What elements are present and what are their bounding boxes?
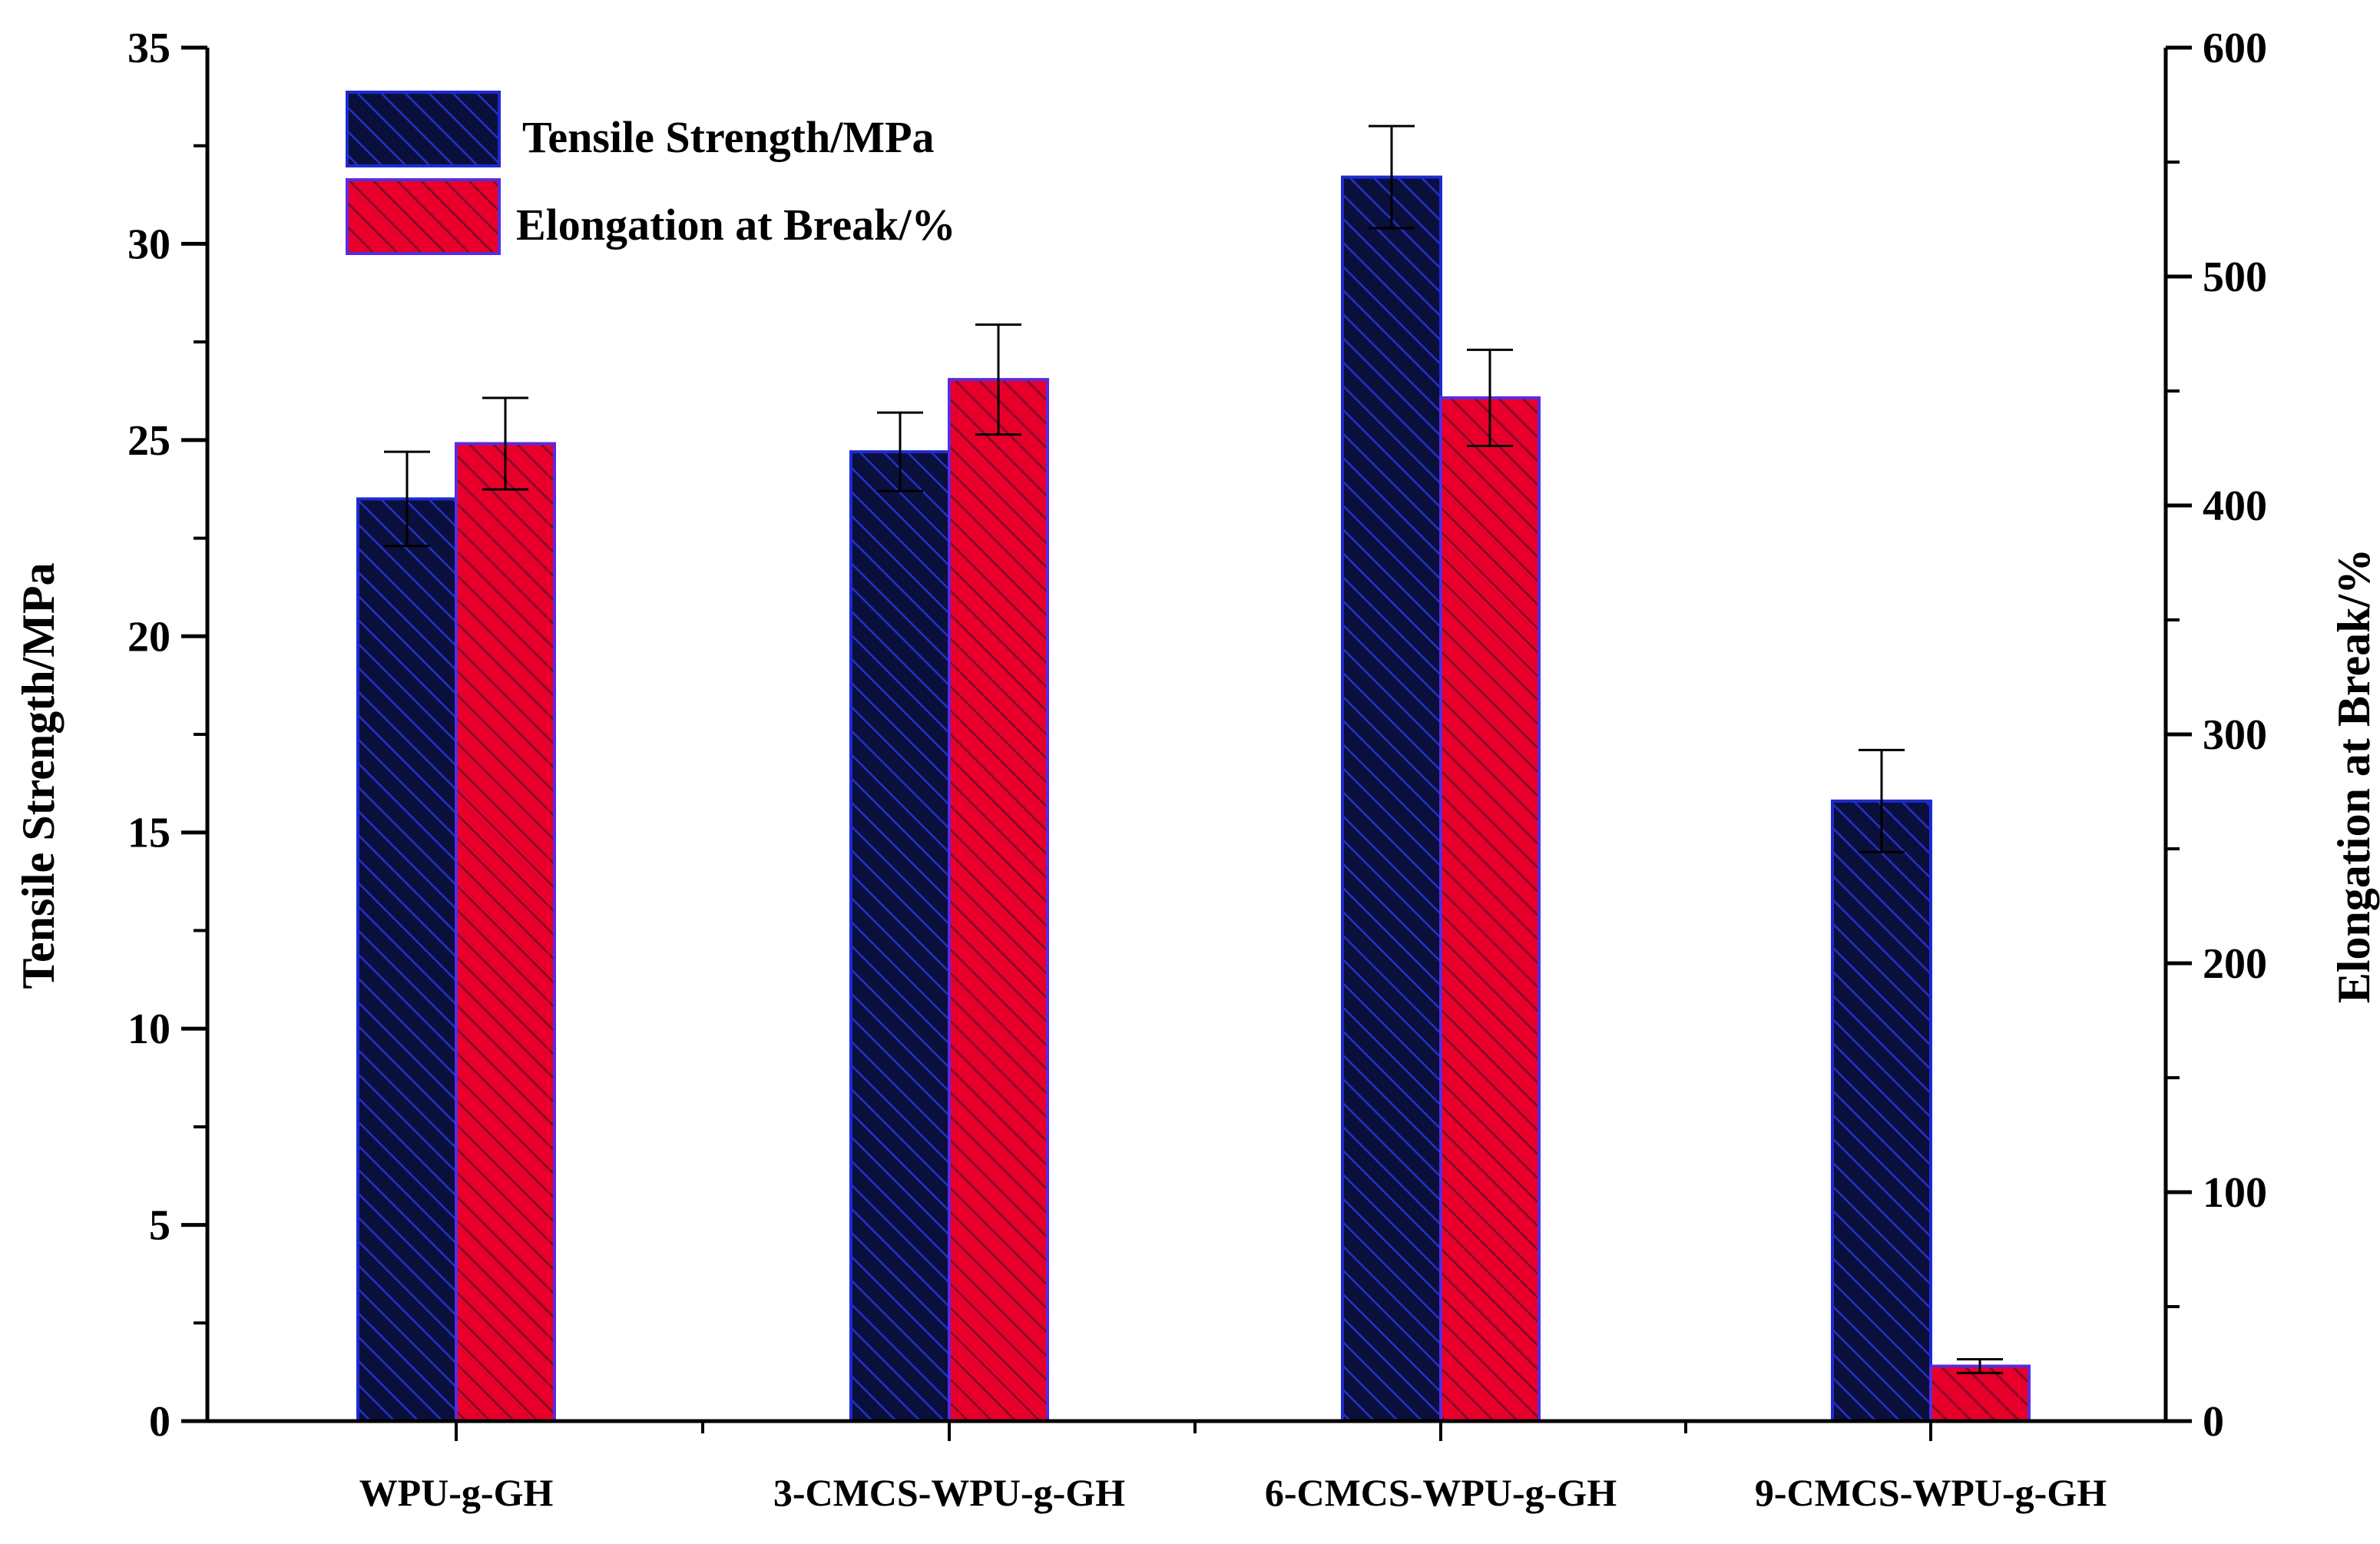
bar-series0-cat0 — [356, 497, 458, 1423]
x-category-label: 6-CMCS-WPU-g-GH — [1265, 1471, 1617, 1514]
x-category-label: WPU-g-GH — [359, 1471, 554, 1514]
y-left-tick-label: 0 — [149, 1398, 170, 1446]
bar-series1-cat2 — [1439, 396, 1541, 1423]
x-category-label: 3-CMCS-WPU-g-GH — [773, 1471, 1125, 1514]
bars-layer — [356, 175, 2031, 1423]
bar-series0-cat3 — [1831, 799, 1932, 1423]
y-right-tick-label: 100 — [2203, 1169, 2267, 1217]
y-left-tick-label: 10 — [127, 1006, 170, 1053]
error-bars-layer — [384, 124, 2003, 1374]
bar-series0-cat1 — [849, 450, 951, 1423]
legend-label-tensile-strength: Tensile Strength/MPa — [522, 112, 935, 162]
y-left-tick-label: 25 — [127, 417, 170, 465]
legend: Tensile Strength/MPa Elongation at Break… — [346, 91, 956, 255]
legend-label-elongation-at-break: Elongation at Break/% — [516, 200, 956, 250]
y-axis-left-title: Tensile Strength/MPa — [13, 562, 64, 989]
y-right-tick-label: 600 — [2203, 25, 2267, 72]
y-right-tick-label: 200 — [2203, 940, 2267, 988]
y-left-tick-label: 20 — [127, 613, 170, 661]
bar-series1-cat0 — [455, 442, 556, 1423]
y-right-tick-label: 500 — [2203, 253, 2267, 301]
y-right-tick-label: 0 — [2203, 1398, 2224, 1446]
axes-layer: 0 5 10 15 20 25 30 35 0 100 200 300 400 500 600 WPU-g-G… — [127, 25, 2267, 1514]
y-left-tick-label: 30 — [127, 220, 170, 268]
bar-series0-cat2 — [1341, 175, 1442, 1423]
y-left-tick-label: 15 — [127, 810, 170, 857]
y-right-tick-label: 400 — [2203, 482, 2267, 530]
y-right-tick-label: 300 — [2203, 711, 2267, 759]
y-axis-right-title: Elongation at Break/% — [2329, 548, 2379, 1003]
y-left-tick-label: 35 — [127, 25, 170, 72]
bar-series1-cat3 — [1929, 1364, 2031, 1423]
y-left-tick-label: 5 — [149, 1202, 170, 1250]
legend-swatch-elongation-at-break — [346, 178, 501, 255]
bar-series1-cat1 — [948, 378, 1049, 1423]
x-category-label: 9-CMCS-WPU-g-GH — [1755, 1471, 2107, 1514]
legend-swatch-tensile-strength — [346, 91, 501, 167]
